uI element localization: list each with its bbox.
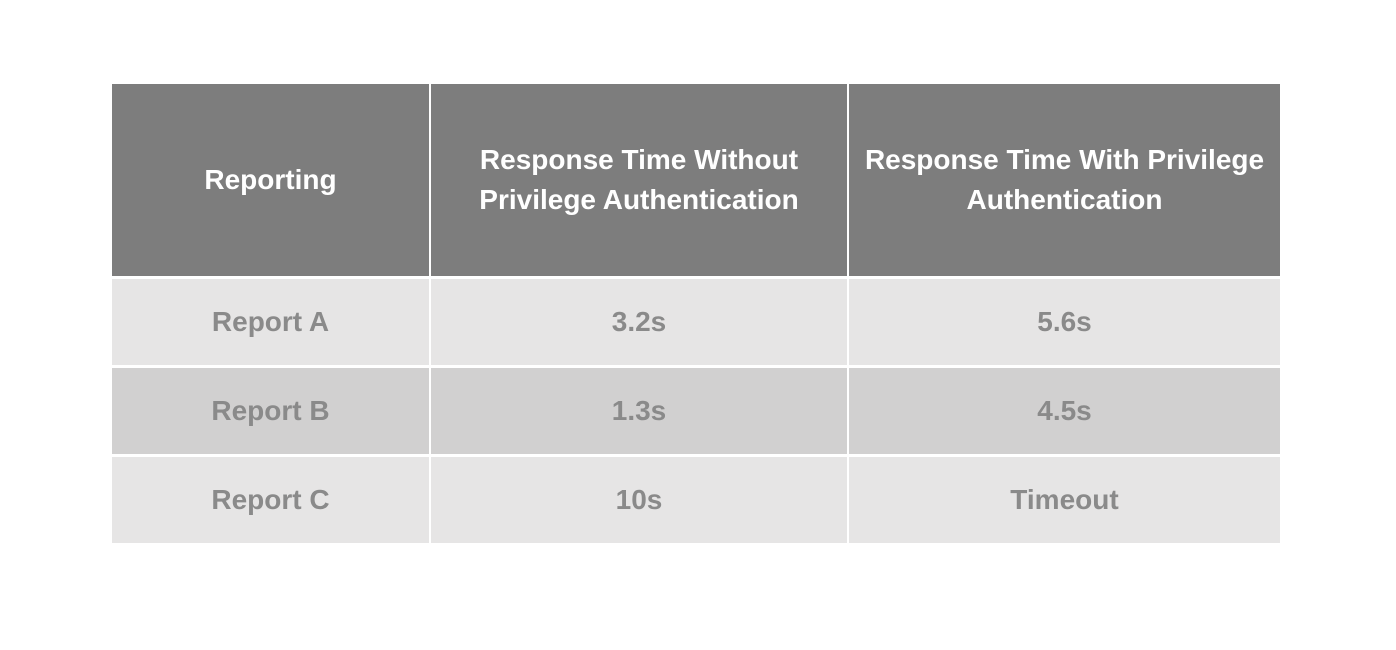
cell-report-c-without-auth: 10s xyxy=(429,454,847,543)
row-label-report-b: Report B xyxy=(112,365,429,454)
table-header-row: Reporting Response Time Without Privileg… xyxy=(112,84,1280,276)
table-row-report-b: Report B 1.3s 4.5s xyxy=(112,365,1280,454)
cell-report-a-with-auth: 5.6s xyxy=(847,276,1280,365)
cell-report-b-with-auth: 4.5s xyxy=(847,365,1280,454)
cell-report-b-without-auth: 1.3s xyxy=(429,365,847,454)
cell-report-c-with-auth: Timeout xyxy=(847,454,1280,543)
response-time-table: Reporting Response Time Without Privileg… xyxy=(112,84,1280,543)
row-label-report-a: Report A xyxy=(112,276,429,365)
column-header-reporting: Reporting xyxy=(112,84,429,276)
table-row-report-c: Report C 10s Timeout xyxy=(112,454,1280,543)
cell-report-a-without-auth: 3.2s xyxy=(429,276,847,365)
column-header-response-time-with-auth: Response Time With Privilege Authenticat… xyxy=(847,84,1280,276)
response-time-table-container: Reporting Response Time Without Privileg… xyxy=(112,84,1280,543)
table-row-report-a: Report A 3.2s 5.6s xyxy=(112,276,1280,365)
column-header-response-time-without-auth: Response Time Without Privilege Authenti… xyxy=(429,84,847,276)
row-label-report-c: Report C xyxy=(112,454,429,543)
